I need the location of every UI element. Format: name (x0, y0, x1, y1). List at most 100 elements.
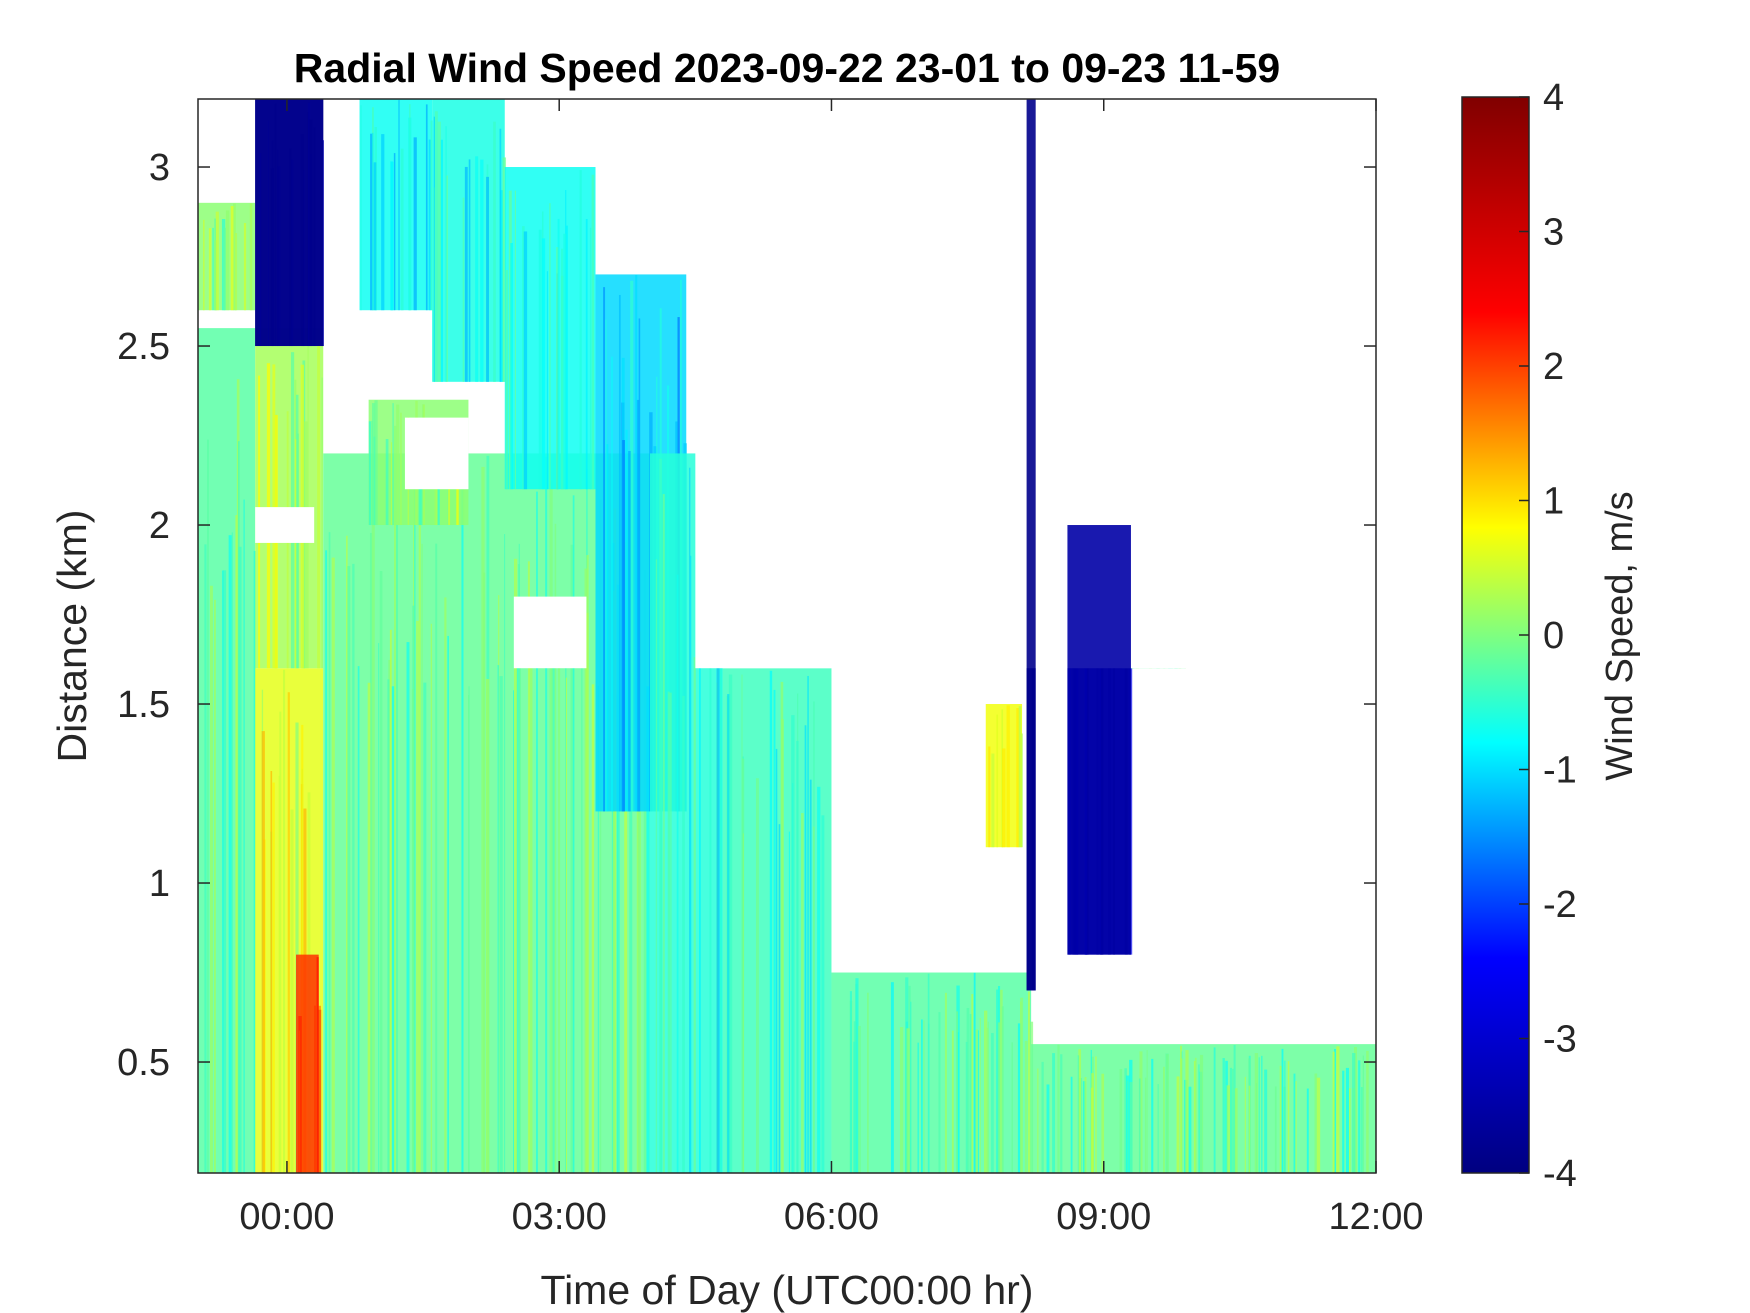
streak (394, 511, 397, 1173)
y-tick-label: 3 (149, 147, 170, 189)
streak (1334, 1048, 1336, 1173)
streak (693, 657, 696, 1173)
streak (741, 674, 743, 1173)
streak (1163, 1066, 1165, 1173)
streak (545, 456, 548, 1173)
data-region (649, 453, 723, 1173)
streak (801, 813, 804, 1173)
streak (398, 100, 400, 311)
streak (988, 746, 991, 848)
streak (1001, 1006, 1004, 1173)
streak (462, 197, 465, 382)
streak (689, 467, 691, 1173)
streak (395, 505, 399, 1173)
streak (446, 175, 448, 382)
data-region (198, 202, 256, 311)
streak (927, 973, 930, 1173)
streak (546, 271, 549, 490)
streak (910, 1001, 912, 1173)
y-axis-label: Distance (km) (49, 510, 95, 763)
streak (728, 674, 733, 1173)
streak (624, 542, 628, 1173)
strong-return (1067, 525, 1131, 955)
streak (788, 831, 791, 1173)
streak (792, 783, 794, 1173)
streak (500, 190, 504, 382)
streak (809, 779, 812, 1173)
streak (923, 1020, 925, 1173)
streak (238, 546, 242, 1173)
streak (996, 714, 999, 848)
streak (991, 1033, 994, 1173)
streak (214, 240, 218, 311)
streak (557, 640, 561, 1173)
streak (418, 487, 421, 1173)
streak (287, 692, 290, 1173)
streak (428, 139, 431, 311)
streak (1232, 1068, 1234, 1173)
streak (690, 555, 692, 1173)
streak (890, 982, 894, 1173)
streak (221, 219, 226, 311)
heatmap-data (198, 99, 1376, 1173)
streak (440, 139, 443, 382)
streak (283, 669, 286, 1173)
streak (966, 1007, 970, 1173)
streak (563, 233, 567, 490)
streak (430, 623, 433, 1173)
streak (253, 550, 256, 1173)
colorbar-tick-label: 3 (1543, 212, 1564, 254)
streak (1126, 1080, 1129, 1173)
streak (951, 1030, 954, 1173)
streak (331, 557, 335, 1173)
streak (1037, 1068, 1039, 1173)
streak (1254, 1053, 1259, 1173)
streak (1078, 1049, 1082, 1173)
data-region (1031, 1044, 1376, 1173)
streak (272, 782, 275, 1173)
streak (625, 429, 628, 812)
streak (290, 809, 294, 1173)
streak (475, 156, 479, 382)
streak (775, 748, 778, 1173)
streak (628, 451, 631, 812)
streak (372, 132, 374, 311)
streak (437, 121, 441, 382)
data-region (323, 453, 650, 1173)
streak (225, 210, 230, 311)
streak (682, 695, 685, 1173)
x-tick-label: 12:00 (1328, 1196, 1423, 1238)
streak (243, 499, 245, 1173)
streak (853, 1041, 856, 1173)
streak (971, 994, 974, 1173)
streak (486, 176, 490, 382)
streak (1144, 1077, 1147, 1173)
streak (1001, 748, 1006, 848)
streak (1188, 1086, 1192, 1173)
x-axis-label: Time of Day (UTC00:00 hr) (541, 1267, 1034, 1313)
streak (235, 515, 238, 1173)
streak (1345, 1067, 1349, 1173)
streak (699, 478, 701, 1173)
data-region (831, 972, 1034, 1173)
streak (599, 499, 602, 1173)
data-region (296, 954, 322, 1173)
streak (917, 1042, 919, 1173)
streak (986, 1027, 989, 1173)
streak (1060, 1054, 1063, 1173)
streak (1006, 705, 1010, 848)
region-fill (198, 328, 256, 1173)
data-region (198, 328, 256, 1173)
streak (373, 436, 376, 526)
streak (393, 153, 396, 311)
streak (318, 1005, 321, 1173)
streak (637, 603, 639, 1173)
streak (1082, 1081, 1086, 1173)
streak (527, 561, 530, 1173)
streak (1101, 1073, 1105, 1173)
streak (502, 157, 507, 382)
streak (385, 439, 389, 526)
streak (973, 972, 976, 1173)
colorbar-tick-label: -2 (1543, 884, 1577, 926)
colorbar-ticks: 4 3 2 1 0 -1 -2 -3 -4 (1519, 77, 1577, 1195)
